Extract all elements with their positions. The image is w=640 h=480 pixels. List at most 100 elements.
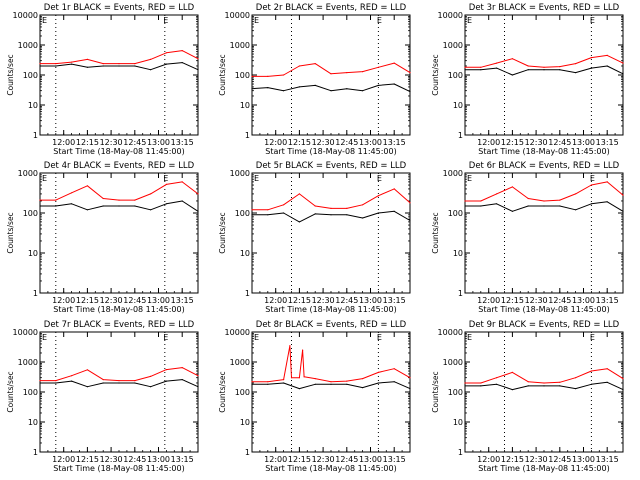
x-tick-label: 12:45 xyxy=(123,296,146,305)
y-axis-label: Counts/sec xyxy=(431,371,440,412)
y-tick-label: 1 xyxy=(33,448,38,457)
y-tick-label: 10000 xyxy=(225,328,250,337)
data-point xyxy=(496,193,498,195)
y-tick-label: 1 xyxy=(458,289,463,298)
data-point xyxy=(527,65,529,67)
data-point xyxy=(86,209,88,211)
data-point xyxy=(118,199,120,201)
data-point xyxy=(165,63,167,65)
data-point xyxy=(267,383,269,385)
data-point xyxy=(527,69,529,71)
data-point xyxy=(464,382,466,384)
data-point xyxy=(346,72,348,74)
y-tick-label: 100 xyxy=(23,388,38,397)
data-point xyxy=(102,197,104,200)
data-point xyxy=(197,69,199,71)
y-tick-label: 1 xyxy=(245,289,250,298)
chart-panel: Det 2r BLACK = Events, RED = LLD 1 10 100 10… xyxy=(218,3,411,156)
data-point xyxy=(590,184,593,186)
x-tick-label: 12:15 xyxy=(76,138,99,147)
x-tick-label: 12:45 xyxy=(335,296,358,305)
data-point xyxy=(267,209,269,211)
data-point xyxy=(362,387,364,389)
data-point xyxy=(543,385,545,387)
data-point xyxy=(622,210,624,212)
chart-panel: Det 7r BLACK = Events, RED = LLD 1 10 100 10… xyxy=(6,320,199,473)
data-point xyxy=(362,204,364,206)
data-point xyxy=(118,205,120,207)
x-tick-label: 12:15 xyxy=(501,138,524,147)
data-point xyxy=(165,52,167,54)
x-axis-label: Start Time (18-May-08 11:45:00) xyxy=(53,464,184,473)
series-line-lld xyxy=(465,54,624,68)
corner-label: E xyxy=(42,333,47,342)
data-point xyxy=(622,73,624,75)
data-point xyxy=(377,371,379,373)
x-tick-label: 12:15 xyxy=(501,455,524,464)
corner-label: E xyxy=(254,333,259,342)
series-line-lld xyxy=(465,181,624,202)
data-point xyxy=(150,69,152,71)
data-point xyxy=(181,181,183,183)
series-line-lld xyxy=(252,188,411,211)
chart-panel: Det 1r BLACK = Events, RED = LLD 1 10 100 10… xyxy=(6,3,199,156)
data-point xyxy=(393,368,395,370)
e-label: E xyxy=(590,174,595,183)
x-tick-label: 12:45 xyxy=(123,455,146,464)
data-point xyxy=(480,385,482,387)
x-tick-label: 13:15 xyxy=(596,296,619,305)
data-point xyxy=(346,207,348,209)
y-tick-label: 100 xyxy=(235,388,250,397)
y-tick-label: 1 xyxy=(245,448,250,457)
data-point xyxy=(543,200,545,202)
data-point xyxy=(298,221,300,223)
x-tick-label: 12:30 xyxy=(100,455,123,464)
corner-label: E xyxy=(467,16,472,25)
x-tick-label: 13:00 xyxy=(147,296,170,305)
data-point xyxy=(393,83,395,85)
data-point xyxy=(511,389,513,391)
y-tick-label: 1 xyxy=(33,289,38,298)
data-point xyxy=(543,205,545,207)
y-tick-label: 100 xyxy=(235,209,250,218)
x-tick-label: 12:30 xyxy=(312,296,335,305)
x-tick-label: 13:15 xyxy=(171,138,194,147)
data-point xyxy=(71,380,73,382)
data-point xyxy=(409,388,411,390)
data-point xyxy=(330,214,332,216)
data-point xyxy=(480,200,482,202)
y-tick-label: 10000 xyxy=(225,11,250,20)
data-point xyxy=(393,188,395,190)
data-point xyxy=(55,205,57,207)
data-point xyxy=(409,72,411,74)
data-point xyxy=(86,66,88,68)
plot-frame xyxy=(39,14,199,136)
data-point xyxy=(511,371,513,373)
data-point xyxy=(55,65,57,67)
series-line-lld xyxy=(252,62,411,77)
data-point xyxy=(289,345,291,347)
data-point xyxy=(330,383,332,385)
y-tick-label: 1000 xyxy=(443,169,463,178)
data-point xyxy=(575,72,577,74)
x-tick-label: 12:15 xyxy=(76,296,99,305)
data-point xyxy=(71,61,73,63)
data-point xyxy=(346,214,348,216)
data-point xyxy=(197,193,199,195)
data-point xyxy=(251,88,253,90)
e-label: E xyxy=(377,333,382,342)
data-point xyxy=(55,382,57,384)
data-point xyxy=(496,203,498,205)
data-point xyxy=(181,367,183,369)
y-axis-label: Counts/sec xyxy=(218,371,227,412)
corner-label: E xyxy=(467,333,472,342)
data-point xyxy=(251,383,253,385)
plot-frame xyxy=(251,331,411,453)
x-tick-label: 12:45 xyxy=(335,455,358,464)
data-point xyxy=(290,377,293,379)
x-tick-label: 12:00 xyxy=(52,138,75,147)
data-point xyxy=(39,205,41,207)
plot-frame xyxy=(251,172,411,294)
x-tick-label: 12:45 xyxy=(548,138,571,147)
data-point xyxy=(197,210,199,212)
